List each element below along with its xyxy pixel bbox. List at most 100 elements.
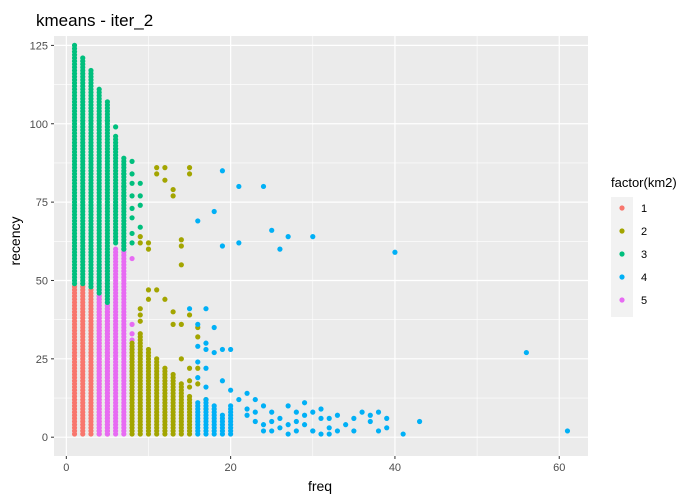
x-axis-title: freq [308,478,332,494]
data-point [523,349,529,356]
data-point [154,287,160,293]
data-point [277,415,283,421]
data-point [318,431,324,437]
data-point [203,346,209,353]
data-point [170,186,176,193]
data-point [236,240,242,246]
data-point [310,409,316,415]
data-point [260,422,267,428]
data-point [260,183,267,190]
data-point [80,55,86,61]
data-point [129,331,135,337]
data-point [178,381,184,387]
data-point [285,431,291,437]
data-point [203,384,209,390]
data-point [375,409,382,415]
y-tick-label: 100 [30,119,48,131]
data-point [228,403,234,409]
data-point [178,356,184,362]
data-point [137,193,143,199]
data-point [145,287,152,293]
data-point [129,255,135,262]
data-point [318,415,324,421]
data-point [170,309,176,315]
data-point [162,165,168,171]
data-point [96,86,102,92]
data-point [113,133,119,139]
series-2 [129,165,209,437]
data-point [244,390,250,396]
data-point [113,124,119,130]
data-point [195,343,201,349]
data-point [203,306,209,312]
data-point [162,296,168,302]
data-point [137,234,143,240]
data-point [293,418,299,425]
data-point [88,67,94,74]
data-point [186,312,193,318]
y-axis-ticks: 0 25 50 75 100 125 [30,40,54,444]
data-point [154,165,160,171]
x-axis-ticks: 0 20 40 60 [63,456,565,474]
data-point [178,243,184,249]
data-point [236,183,242,190]
data-point [564,428,571,434]
x-tick-label: 60 [553,462,565,474]
legend-label-2: 2 [641,226,647,238]
x-tick-label: 20 [225,462,237,474]
series-4 [186,168,571,437]
data-point [219,168,226,174]
data-point [211,208,217,215]
data-point [384,425,390,431]
x-tick-label: 0 [63,462,69,474]
data-point [195,218,201,224]
data-point [334,412,341,418]
data-point [186,384,193,390]
data-point [285,403,291,409]
legend-label-3: 3 [641,249,647,261]
data-point [351,415,357,421]
data-point [129,205,135,211]
data-point [301,412,308,418]
data-point [178,237,184,243]
y-tick-label: 25 [36,354,48,366]
data-point [137,318,143,324]
data-point [162,177,168,183]
data-point [301,400,308,406]
legend-label-1: 1 [641,203,647,215]
data-point [129,240,135,246]
plot-panel [54,36,588,456]
data-point [113,246,119,252]
data-point [195,400,201,406]
data-point [310,428,316,434]
data-point [301,422,308,428]
data-point [318,406,324,412]
data-point [236,396,242,403]
data-point [277,246,283,252]
data-point [137,331,143,337]
data-point [359,409,365,415]
data-point [186,171,193,177]
data-point [219,412,226,418]
data-point [121,171,127,177]
y-tick-label: 75 [36,197,48,209]
data-point [252,409,258,415]
data-point [416,418,423,425]
data-point [154,356,160,362]
data-point [137,202,143,208]
grid-lines [54,36,588,456]
data-point [186,306,193,312]
data-point [129,230,135,237]
data-point [145,296,152,302]
legend-label-5: 5 [641,295,647,307]
data-point [269,409,275,415]
data-point [211,324,217,331]
data-point [137,180,143,186]
data-point [326,415,332,421]
data-point [343,422,349,428]
data-point [113,146,119,152]
data-point [186,165,193,171]
data-point [137,224,143,230]
data-point [219,378,226,384]
